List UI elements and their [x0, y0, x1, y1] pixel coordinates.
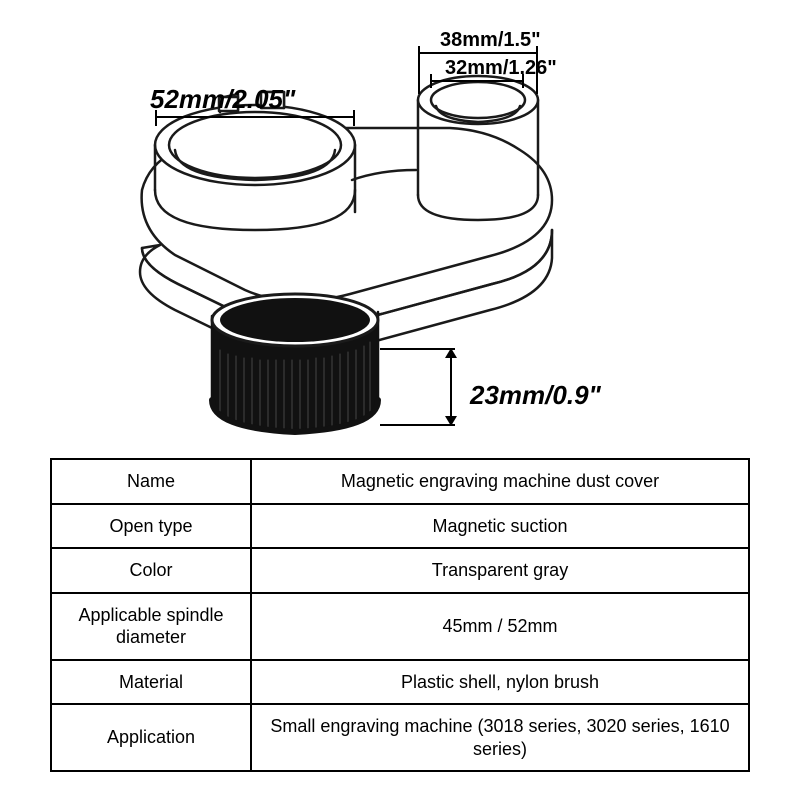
table-row: Name Magnetic engraving machine dust cov… [51, 459, 749, 504]
spec-label: Name [51, 459, 251, 504]
table-row: Applicable spindle diameter 45mm / 52mm [51, 593, 749, 660]
dimension-32mm: 32mm/1.26" [445, 57, 557, 80]
dimension-23mm: 23mm/0.9" [470, 380, 601, 411]
spec-value: Magnetic engraving machine dust cover [251, 459, 749, 504]
spec-label: Material [51, 660, 251, 705]
dimension-ext-line [380, 424, 455, 426]
dimension-line-52 [155, 116, 355, 118]
spec-label: Application [51, 704, 251, 771]
table-row: Color Transparent gray [51, 548, 749, 593]
arrowhead-icon [445, 416, 457, 426]
arrowhead-icon [445, 348, 457, 358]
spec-value: 45mm / 52mm [251, 593, 749, 660]
spec-value: Small engraving machine (3018 series, 30… [251, 704, 749, 771]
dimension-tick [418, 46, 420, 94]
table-row: Application Small engraving machine (301… [51, 704, 749, 771]
table-row: Open type Magnetic suction [51, 504, 749, 549]
dimension-38mm: 38mm/1.5" [440, 29, 541, 52]
dimension-ext-line [380, 348, 455, 350]
dimension-tick [353, 110, 355, 126]
spec-value: Plastic shell, nylon brush [251, 660, 749, 705]
spec-label: Color [51, 548, 251, 593]
dimension-52mm: 52mm/2.05" [150, 84, 295, 115]
dimension-line-38 [418, 52, 538, 54]
spec-label: Open type [51, 504, 251, 549]
spec-value: Transparent gray [251, 548, 749, 593]
dimension-line-32 [430, 80, 524, 82]
spec-table: Name Magnetic engraving machine dust cov… [50, 458, 750, 772]
dimension-tick [155, 110, 157, 126]
table-row: Material Plastic shell, nylon brush [51, 660, 749, 705]
spec-value: Magnetic suction [251, 504, 749, 549]
dimension-tick [430, 74, 432, 88]
dimension-tick [522, 74, 524, 88]
dimension-arrow-23 [450, 348, 452, 426]
spec-label: Applicable spindle diameter [51, 593, 251, 660]
